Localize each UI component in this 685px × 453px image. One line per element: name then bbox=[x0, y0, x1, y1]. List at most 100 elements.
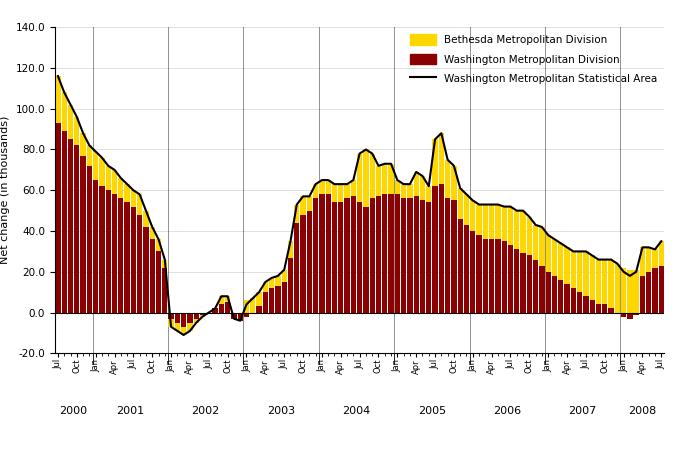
Bar bbox=[68, 140, 73, 313]
Bar bbox=[74, 145, 79, 313]
Bar bbox=[445, 160, 450, 198]
Bar bbox=[634, 270, 639, 313]
Bar bbox=[646, 247, 651, 272]
Bar bbox=[545, 235, 551, 272]
Bar bbox=[131, 190, 136, 207]
Bar bbox=[533, 260, 538, 313]
Bar bbox=[558, 280, 564, 313]
Bar bbox=[288, 257, 293, 313]
Bar bbox=[388, 194, 394, 313]
Bar bbox=[376, 166, 381, 197]
Bar bbox=[93, 180, 99, 313]
Bar bbox=[369, 154, 375, 198]
Bar bbox=[508, 207, 513, 246]
Bar bbox=[545, 272, 551, 313]
Bar bbox=[137, 215, 142, 313]
Bar bbox=[608, 308, 614, 313]
Bar bbox=[495, 205, 501, 239]
Bar bbox=[476, 205, 482, 235]
Bar bbox=[596, 260, 601, 304]
Bar bbox=[282, 270, 287, 282]
Bar bbox=[232, 313, 236, 319]
Text: 2000: 2000 bbox=[60, 406, 88, 416]
Bar bbox=[596, 304, 601, 313]
Bar bbox=[137, 194, 142, 215]
Text: 2008: 2008 bbox=[628, 406, 657, 416]
Bar bbox=[426, 186, 432, 202]
Bar bbox=[426, 202, 432, 313]
Bar bbox=[608, 260, 614, 308]
Text: 2001: 2001 bbox=[116, 406, 145, 416]
Bar bbox=[181, 327, 186, 335]
Bar bbox=[432, 186, 438, 313]
Bar bbox=[521, 211, 525, 254]
Bar bbox=[262, 292, 268, 313]
Bar bbox=[621, 313, 626, 317]
Bar bbox=[564, 247, 570, 284]
Bar bbox=[256, 292, 262, 306]
Bar bbox=[533, 225, 538, 260]
Bar bbox=[313, 198, 319, 313]
Bar bbox=[112, 194, 117, 313]
Bar bbox=[99, 158, 105, 186]
Bar bbox=[583, 296, 588, 313]
Bar bbox=[401, 198, 406, 313]
Bar bbox=[527, 217, 532, 255]
Bar bbox=[483, 205, 488, 239]
Text: 2004: 2004 bbox=[342, 406, 371, 416]
Bar bbox=[501, 207, 507, 241]
Bar bbox=[294, 223, 299, 313]
Bar bbox=[627, 313, 632, 319]
Bar bbox=[74, 117, 79, 145]
Bar bbox=[501, 241, 507, 313]
Bar bbox=[282, 282, 287, 313]
Bar bbox=[93, 151, 99, 180]
Bar bbox=[194, 313, 199, 319]
Bar bbox=[458, 219, 463, 313]
Bar bbox=[118, 178, 123, 198]
Bar bbox=[301, 197, 306, 215]
Bar bbox=[162, 268, 167, 313]
Bar bbox=[552, 239, 557, 276]
Bar bbox=[80, 133, 86, 156]
Bar bbox=[87, 145, 92, 166]
Bar bbox=[414, 197, 419, 313]
Bar bbox=[458, 188, 463, 219]
Bar bbox=[225, 303, 230, 313]
Bar bbox=[143, 227, 149, 313]
Bar bbox=[125, 202, 129, 313]
Legend: Bethesda Metropolitan Division, Washington Metropolitan Division, Washington Met: Bethesda Metropolitan Division, Washingt… bbox=[406, 30, 661, 88]
Bar bbox=[640, 276, 645, 313]
Bar bbox=[432, 140, 438, 186]
Bar bbox=[408, 198, 412, 313]
Bar bbox=[250, 298, 256, 313]
Text: 2005: 2005 bbox=[418, 406, 446, 416]
Bar bbox=[652, 249, 658, 268]
Bar bbox=[470, 200, 475, 231]
Bar bbox=[87, 166, 92, 313]
Bar bbox=[621, 268, 626, 313]
Bar bbox=[143, 211, 149, 227]
Text: 2003: 2003 bbox=[267, 406, 295, 416]
Bar bbox=[319, 180, 325, 194]
Bar bbox=[118, 198, 123, 313]
Bar bbox=[169, 319, 174, 327]
Bar bbox=[464, 194, 469, 225]
Bar bbox=[627, 270, 632, 313]
Bar bbox=[175, 323, 180, 331]
Bar bbox=[338, 202, 343, 313]
Bar bbox=[131, 207, 136, 313]
Bar bbox=[470, 231, 475, 313]
Bar bbox=[307, 197, 312, 211]
Bar bbox=[194, 319, 199, 323]
Bar bbox=[244, 313, 249, 317]
Bar bbox=[105, 190, 111, 313]
Bar bbox=[319, 194, 325, 313]
Bar bbox=[351, 197, 356, 313]
Bar bbox=[294, 205, 299, 223]
Text: 2006: 2006 bbox=[493, 406, 521, 416]
Bar bbox=[363, 207, 369, 313]
Bar bbox=[269, 288, 274, 313]
Bar bbox=[539, 227, 545, 265]
Bar bbox=[558, 243, 564, 280]
